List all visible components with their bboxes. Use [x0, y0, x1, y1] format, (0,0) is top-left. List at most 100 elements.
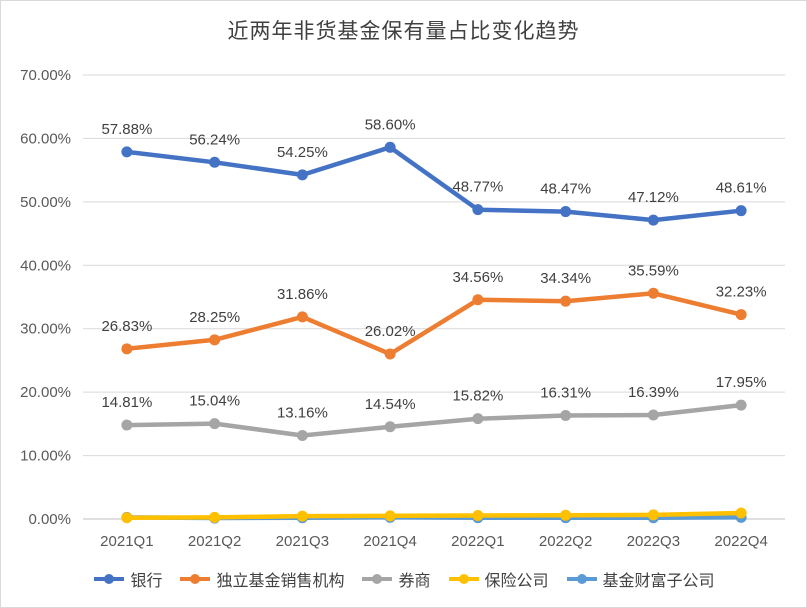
data-label: 28.25% [189, 309, 240, 326]
data-point-3 [384, 510, 396, 522]
data-point-1 [384, 348, 396, 360]
data-label: 26.83% [101, 318, 152, 335]
legend-swatch-marker [190, 574, 201, 584]
data-point-3 [296, 510, 308, 522]
y-tick-label: 10.00% [20, 448, 71, 465]
legend-swatch-marker [104, 574, 115, 584]
y-tick-label: 30.00% [20, 321, 71, 338]
data-label: 15.04% [189, 393, 240, 410]
series-line-3 [124, 510, 744, 520]
data-point-3 [121, 512, 133, 524]
x-tick-label: 2022Q2 [539, 533, 592, 550]
legend-item: 基金财富子公司 [565, 567, 715, 591]
x-tick-label: 2021Q1 [100, 533, 153, 550]
y-tick-label: 20.00% [20, 384, 71, 401]
data-point-0 [209, 156, 221, 168]
legend-swatch-marker [372, 574, 383, 584]
data-point-1 [296, 311, 308, 323]
data-label: 48.77% [452, 179, 503, 196]
legend-item: 独立基金销售机构 [178, 567, 344, 591]
data-point-0 [560, 206, 572, 218]
data-point-2 [472, 413, 484, 425]
y-tick-label: 0.00% [28, 511, 71, 528]
data-point-1 [472, 294, 484, 306]
data-point-1 [735, 309, 747, 321]
legend-item: 保险公司 [447, 567, 549, 591]
data-point-3 [472, 510, 484, 522]
data-point-0 [296, 169, 308, 181]
data-point-2 [209, 418, 221, 430]
data-label: 48.47% [540, 181, 591, 198]
data-point-1 [121, 343, 133, 355]
data-label: 15.82% [452, 388, 503, 405]
series-line-1 [124, 291, 744, 357]
legend-swatch [362, 574, 393, 584]
data-point-2 [735, 399, 747, 411]
data-label: 58.60% [365, 116, 416, 133]
data-label: 13.16% [277, 405, 328, 422]
data-label: 17.95% [716, 374, 767, 391]
data-label: 34.56% [452, 269, 503, 286]
data-label: 32.23% [716, 284, 767, 301]
data-label: 16.31% [540, 385, 591, 402]
data-point-2 [296, 430, 308, 442]
data-point-3 [647, 509, 659, 521]
data-label: 16.39% [628, 384, 679, 401]
data-point-0 [384, 141, 396, 153]
data-point-1 [647, 287, 659, 299]
legend-swatch [448, 574, 479, 584]
y-tick-label: 70.00% [20, 67, 71, 84]
legend-item: 券商 [360, 567, 431, 591]
legend-swatch [180, 574, 211, 584]
chart-title: 近两年非货基金保有量占比变化趋势 [227, 19, 580, 43]
legend-label: 银行 [130, 571, 163, 590]
data-point-3 [209, 511, 221, 523]
data-label: 54.25% [277, 144, 328, 161]
legend-label: 保险公司 [484, 571, 549, 590]
data-label: 14.54% [365, 396, 416, 413]
legend-swatch-marker [576, 574, 587, 584]
data-point-2 [121, 419, 133, 431]
data-label: 56.24% [189, 131, 240, 148]
legend-swatch [94, 574, 125, 584]
data-point-0 [647, 214, 659, 226]
data-point-2 [647, 409, 659, 421]
data-label: 47.12% [628, 189, 679, 206]
data-point-1 [209, 334, 221, 346]
y-tick-label: 40.00% [20, 257, 71, 274]
data-label: 57.88% [101, 121, 152, 138]
data-point-0 [121, 146, 133, 158]
x-tick-label: 2021Q3 [276, 533, 329, 550]
data-label: 35.59% [628, 262, 679, 279]
x-tick-label: 2022Q1 [451, 533, 504, 550]
series-line-0 [124, 145, 744, 223]
data-point-1 [560, 295, 572, 307]
data-point-3 [560, 509, 572, 521]
x-tick-label: 2022Q4 [714, 533, 767, 550]
data-point-2 [560, 410, 572, 422]
data-label: 31.86% [277, 286, 328, 303]
legend-label: 独立基金销售机构 [216, 571, 345, 590]
data-point-3 [735, 507, 747, 519]
legend-label: 券商 [398, 571, 431, 590]
legend-item: 银行 [92, 567, 162, 591]
y-tick-label: 60.00% [20, 130, 71, 147]
data-label: 14.81% [101, 394, 152, 411]
data-label: 26.02% [365, 323, 416, 340]
x-tick-label: 2021Q2 [188, 533, 241, 550]
data-label: 48.61% [716, 180, 767, 197]
data-label: 34.34% [540, 270, 591, 287]
x-tick-label: 2021Q4 [363, 533, 416, 550]
data-point-0 [472, 204, 484, 216]
chart-legend: 银行 独立基金销售机构 券商 保险公司 基金财富子公司 [1, 567, 806, 591]
series-line-2 [124, 402, 744, 438]
data-point-2 [384, 421, 396, 433]
data-point-0 [735, 205, 747, 217]
legend-label: 基金财富子公司 [602, 571, 715, 590]
legend-swatch-marker [458, 574, 469, 584]
y-tick-label: 50.00% [20, 194, 71, 211]
legend-swatch [566, 574, 597, 584]
x-tick-label: 2022Q3 [627, 533, 680, 550]
